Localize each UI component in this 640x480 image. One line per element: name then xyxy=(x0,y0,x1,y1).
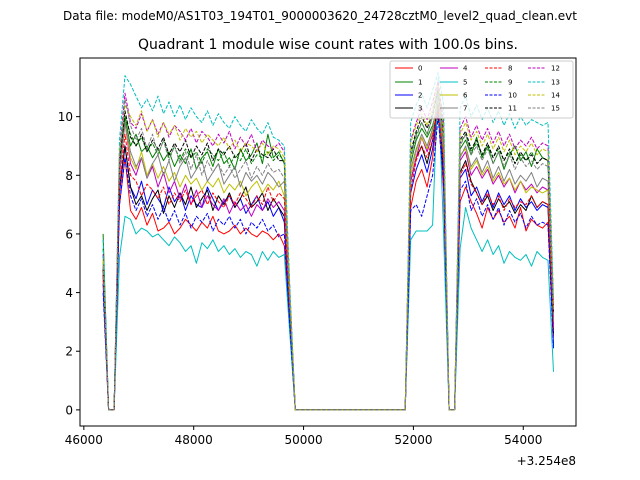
y-tick-label: 10 xyxy=(58,110,73,124)
legend-label-5: 5 xyxy=(463,79,467,87)
series-line-13 xyxy=(102,72,554,411)
legend-label-13: 13 xyxy=(551,79,560,87)
legend-label-2: 2 xyxy=(418,92,422,100)
x-tick-label: 48000 xyxy=(175,433,213,447)
series-line-10 xyxy=(102,116,554,411)
y-tick-label: 2 xyxy=(65,345,73,359)
series-line-4 xyxy=(102,92,554,411)
legend-label-6: 6 xyxy=(463,92,468,100)
legend-label-3: 3 xyxy=(418,105,422,113)
legend-label-14: 14 xyxy=(551,92,560,100)
chart-title: Quadrant 1 module wise count rates with … xyxy=(138,37,518,53)
legend-label-10: 10 xyxy=(508,92,517,100)
legend-label-0: 0 xyxy=(418,65,422,73)
legend-label-11: 11 xyxy=(508,105,517,113)
series-line-7 xyxy=(102,95,554,411)
x-offset-label: +3.254e8 xyxy=(517,454,576,468)
x-tick-label: 52000 xyxy=(394,433,432,447)
legend-label-8: 8 xyxy=(508,65,512,73)
legend-label-1: 1 xyxy=(418,79,422,87)
legend-label-4: 4 xyxy=(463,65,468,73)
series-line-11 xyxy=(102,86,554,411)
plot-lines xyxy=(102,72,554,411)
legend xyxy=(389,60,574,119)
y-tick-label: 6 xyxy=(65,227,73,241)
legend-label-15: 15 xyxy=(551,105,560,113)
y-tick-label: 0 xyxy=(65,403,73,417)
x-tick-label: 50000 xyxy=(284,433,322,447)
legend-label-9: 9 xyxy=(508,79,512,87)
chart-suptitle: Data file: modeM0/AS1T03_194T01_90000036… xyxy=(63,9,577,23)
y-tick-label: 8 xyxy=(65,169,73,183)
series-line-3 xyxy=(102,101,554,411)
series-line-5 xyxy=(102,78,554,411)
series-line-9 xyxy=(102,89,554,411)
y-tick-label: 4 xyxy=(65,286,73,300)
legend-label-12: 12 xyxy=(551,65,560,73)
x-axis: 46000 48000 50000 52000 54000 xyxy=(65,426,542,447)
series-line-15 xyxy=(102,86,554,411)
y-axis: 0 2 4 6 8 10 xyxy=(58,110,80,417)
legend-label-7: 7 xyxy=(463,105,467,113)
x-tick-label: 54000 xyxy=(504,433,542,447)
plot-frame xyxy=(79,57,577,427)
x-tick-label: 46000 xyxy=(65,433,103,447)
